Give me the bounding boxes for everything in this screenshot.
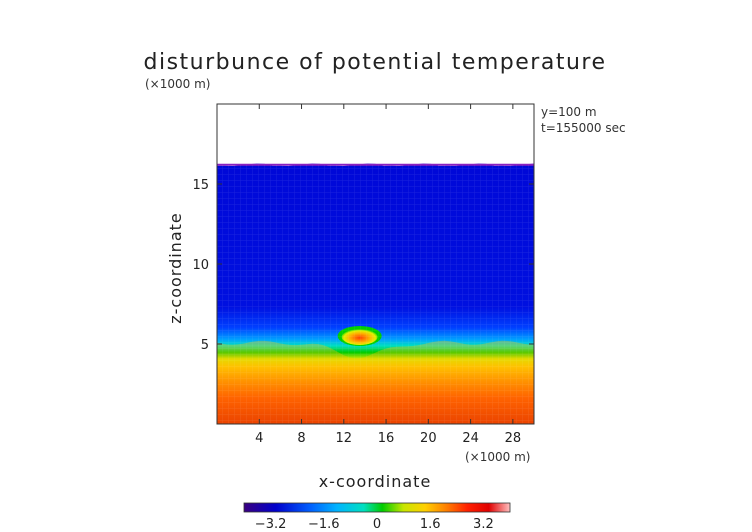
colorbar: −3.2 −1.6 0 1.6 3.2 xyxy=(243,502,511,532)
annotation-y: y=100 m xyxy=(541,105,597,119)
y-tick-label: 5 xyxy=(201,338,209,353)
x-tick-label: 16 xyxy=(378,431,395,446)
annotation-time: t=155000 sec xyxy=(541,121,626,135)
x-unit-label: (×1000 m) xyxy=(465,450,530,464)
x-tick-label: 12 xyxy=(336,431,353,446)
x-tick-label: 24 xyxy=(462,431,479,446)
heatmap-field xyxy=(217,163,534,424)
y-ticks: 5 10 15 xyxy=(192,178,534,353)
y-unit-label: (×1000 m) xyxy=(145,77,210,91)
y-tick-label: 10 xyxy=(192,258,209,273)
x-ticks: 4 8 12 16 20 24 28 xyxy=(255,104,521,446)
colorbar-tick-label: 0 xyxy=(373,517,381,532)
chart-title: disturbunce of potential temperature xyxy=(144,50,607,75)
y-tick-label: 15 xyxy=(192,178,209,193)
x-tick-label: 20 xyxy=(420,431,437,446)
colorbar-strip xyxy=(243,502,511,513)
colorbar-tick-label: −1.6 xyxy=(308,517,340,532)
x-axis-label: x-coordinate xyxy=(319,472,432,491)
x-tick-label: 8 xyxy=(297,431,305,446)
field-texture xyxy=(217,164,534,424)
colorbar-tick-label: −3.2 xyxy=(255,517,287,532)
x-tick-label: 4 xyxy=(255,431,263,446)
y-axis-label: z-coordinate xyxy=(166,212,185,324)
colorbar-tick-label: 1.6 xyxy=(420,517,441,532)
colorbar-tick-label: 3.2 xyxy=(473,517,494,532)
x-tick-label: 28 xyxy=(505,431,522,446)
